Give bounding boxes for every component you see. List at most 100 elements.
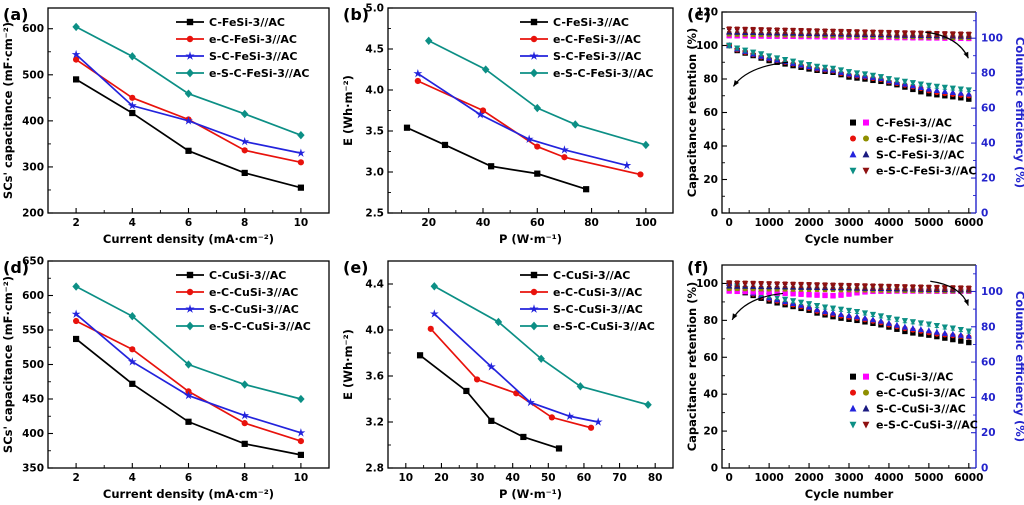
panel-a-capacitance-fesi-chart: 2 4 6 8 10 200 300 400 500 600 Current density (mA… xyxy=(0,0,340,250)
svg-text:1000: 1000 xyxy=(755,217,784,229)
legend-label: C-FeSi-3//AC xyxy=(209,16,285,29)
legend-label: S-C-CuSi-3//AC xyxy=(209,303,299,316)
svg-text:3.6: 3.6 xyxy=(365,371,384,383)
y-axis-label-d: SCs' capacitance (mF·cm⁻²) xyxy=(1,276,15,453)
legend-label: e-C-FeSi-3//AC xyxy=(553,33,641,46)
legend-label: e-C-FeSi-3//AC xyxy=(209,33,297,46)
svg-text:100: 100 xyxy=(635,217,657,229)
legend-label: S-C-CuSi-3//AC xyxy=(876,402,966,415)
legend-label: C-CuSi-3//AC xyxy=(553,269,630,282)
svg-text:80: 80 xyxy=(981,68,996,80)
axis-pointer-arrow xyxy=(925,31,969,59)
svg-text:60: 60 xyxy=(703,107,718,119)
x-axis-label-c: Cycle number xyxy=(805,232,894,246)
series-e-S-C-CuSi-3//AC xyxy=(72,282,305,404)
chart-svg-b: 20 40 60 80 100 2.5 3.0 3.5 4.0 4.5 5.0 P (W·m⁻¹) E … xyxy=(341,3,674,246)
right-axis-label-c: Columbic efficiency (%) xyxy=(1013,37,1024,188)
legend-label: e-C-CuSi-3//AC xyxy=(876,386,965,399)
svg-text:6000: 6000 xyxy=(954,472,983,484)
svg-text:3.0: 3.0 xyxy=(365,167,384,179)
series-e-S-C-FeSi-3//AC retention xyxy=(726,42,972,94)
y-axis-label-b: E (Wh·m⁻²) xyxy=(341,75,355,146)
svg-text:5000: 5000 xyxy=(914,217,943,229)
panel-letter-c: (c) xyxy=(687,5,711,24)
series-S-C-FeSi-3//AC xyxy=(413,68,632,170)
svg-text:30: 30 xyxy=(470,472,485,484)
svg-text:2000: 2000 xyxy=(794,217,823,229)
panel-letter-a: (a) xyxy=(3,5,28,24)
series-S-C-FeSi-3//AC xyxy=(71,49,306,157)
panel-b-ragone-fesi-chart: 20 40 60 80 100 2.5 3.0 3.5 4.0 4.5 5.0 P (W·m⁻¹) E … xyxy=(340,0,684,250)
panel-c-cycling-fesi-chart: 0 1000 2000 3000 4000 5000 6000 0 20 40 60 80 100 120… xyxy=(684,0,1024,250)
chart-svg-c: 0 1000 2000 3000 4000 5000 6000020406080100120… xyxy=(685,5,1024,246)
panel-letter-b: (b) xyxy=(343,5,369,24)
panel-d-capacitance-cusi-chart: 2 4 6 8 10 350 400 450 500 550 600 650 Current densi… xyxy=(0,253,340,505)
svg-text:4.0: 4.0 xyxy=(365,85,384,97)
legend-label: e-S-C-CuSi-3//AC xyxy=(876,418,978,431)
chart-svg-e: 10 20 30 40 50 60 70 80 2.8 3.2 3.6 4.0 4.4 P (W·m⁻¹)… xyxy=(341,258,674,501)
legend-label: S-C-CuSi-3//AC xyxy=(553,303,643,316)
svg-text:4: 4 xyxy=(129,217,136,229)
svg-text:500: 500 xyxy=(22,69,44,81)
svg-text:60: 60 xyxy=(530,217,545,229)
svg-text:0: 0 xyxy=(981,208,988,220)
svg-text:40: 40 xyxy=(981,138,996,150)
x-axis-label-b: P (W·m⁻¹) xyxy=(499,232,562,246)
svg-text:2: 2 xyxy=(72,472,79,484)
legend-label: e-S-C-FeSi-3//AC xyxy=(876,164,976,177)
svg-text:10: 10 xyxy=(399,472,414,484)
svg-text:600: 600 xyxy=(22,290,44,302)
svg-text:4: 4 xyxy=(129,472,136,484)
svg-text:1000: 1000 xyxy=(755,472,784,484)
svg-text:20: 20 xyxy=(703,174,718,186)
svg-text:4.5: 4.5 xyxy=(365,44,384,56)
legend-label: S-C-FeSi-3//AC xyxy=(209,50,297,63)
svg-text:600: 600 xyxy=(22,23,44,35)
svg-text:80: 80 xyxy=(703,315,718,327)
svg-text:4.0: 4.0 xyxy=(365,325,384,337)
svg-text:60: 60 xyxy=(577,472,592,484)
legend-a: C-FeSi-3//AC e-C-FeSi-3//AC S-C-FeSi-3//AC… xyxy=(176,16,309,80)
legend-label: C-FeSi-3//AC xyxy=(553,16,629,29)
svg-text:60: 60 xyxy=(981,103,996,115)
axis-pointer-arrow xyxy=(732,61,789,87)
svg-text:3000: 3000 xyxy=(834,217,863,229)
x-axis-label-e: P (W·m⁻¹) xyxy=(499,487,562,501)
series-e-S-C-CuSi-3//AC efficiency xyxy=(726,280,972,293)
series-e-S-C-FeSi-3//AC xyxy=(424,36,650,150)
axes-d: 2 4 6 8 10 350 400 450 500 550 600 650 Current densi… xyxy=(1,256,330,501)
legend-label: e-C-CuSi-3//AC xyxy=(209,286,298,299)
svg-text:3.2: 3.2 xyxy=(365,417,384,429)
svg-text:40: 40 xyxy=(981,392,996,404)
svg-text:4000: 4000 xyxy=(874,472,903,484)
axis-pointer-arrow xyxy=(930,280,969,306)
svg-text:2.8: 2.8 xyxy=(365,463,384,475)
svg-text:80: 80 xyxy=(648,472,663,484)
svg-text:20: 20 xyxy=(981,173,996,185)
svg-text:2000: 2000 xyxy=(794,472,823,484)
panel-e-ragone-cusi-chart: 10 20 30 40 50 60 70 80 2.8 3.2 3.6 4.0 4.4 P (W·m⁻¹)… xyxy=(340,253,684,505)
series-e-S-C-FeSi-3//AC xyxy=(72,22,305,140)
svg-text:400: 400 xyxy=(22,115,44,127)
axes-b: 20 40 60 80 100 2.5 3.0 3.5 4.0 4.5 5.0 P (W·m⁻¹) E … xyxy=(341,3,674,246)
legend-label: S-C-FeSi-3//AC xyxy=(553,50,641,63)
svg-text:100: 100 xyxy=(696,278,718,290)
svg-text:0: 0 xyxy=(726,472,733,484)
svg-text:6: 6 xyxy=(185,217,192,229)
legend-c: C-FeSi-3//AC e-C-FeSi-3//AC S-C-FeSi-3//AC… xyxy=(849,116,976,177)
svg-text:5000: 5000 xyxy=(914,472,943,484)
series-e-C-CuSi-3//AC xyxy=(427,325,595,431)
legend-f: C-CuSi-3//AC e-C-CuSi-3//AC S-C-CuSi-3//AC… xyxy=(849,370,978,431)
y-axis-label-a: SCs' capacitance (mF·cm⁻²) xyxy=(1,22,15,199)
svg-text:8: 8 xyxy=(241,217,248,229)
svg-text:200: 200 xyxy=(22,208,44,220)
svg-text:60: 60 xyxy=(703,352,718,364)
chart-svg-d: 2 4 6 8 10 350 400 450 500 550 600 650 Current densi… xyxy=(1,256,330,501)
svg-text:0: 0 xyxy=(711,208,718,220)
svg-text:10: 10 xyxy=(294,472,309,484)
svg-text:3000: 3000 xyxy=(834,472,863,484)
svg-text:60: 60 xyxy=(981,357,996,369)
series-C-FeSi-3//AC xyxy=(403,124,590,193)
svg-text:3.5: 3.5 xyxy=(365,126,384,138)
